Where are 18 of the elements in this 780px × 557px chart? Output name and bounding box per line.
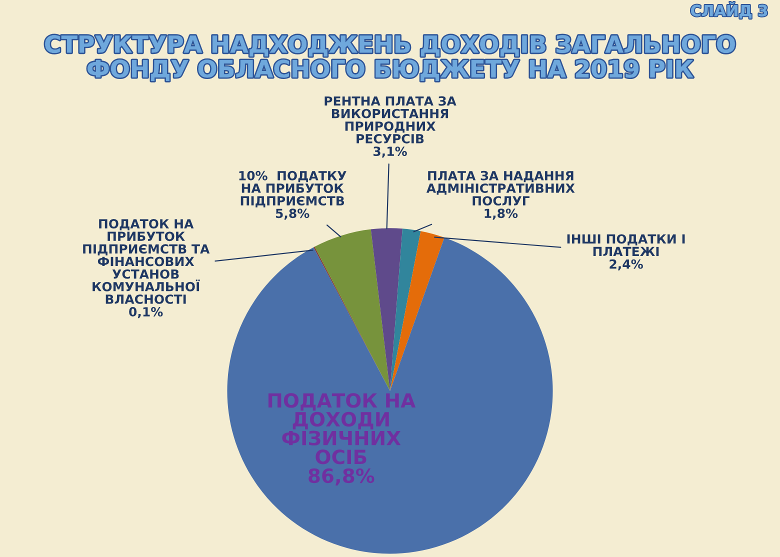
data-label: 86,8% [308, 468, 374, 486]
slice-label: ПОДАТОК НА ПРИБУТОК ПІДПРИЄМСТВ ТА ФІНАНСОВИХ УСТАНОВ КОМУНАЛЬНОЇ ВЛАСНОСТІ [83, 219, 210, 304]
slice-label: ПЛАТА ЗА НАДАННЯ АДМІНІСТРАТИВНИХ ПОСЛУГ [426, 170, 575, 206]
slice-label: РЕНТНА ПЛАТА ЗА ВИКОРИСТАННЯ ПРИРОДНИХ РЕСУРСІВ [324, 96, 456, 144]
slice-label: 10% ПОДАТКУ НА ПРИБУТОК ПІДПРИЄМСТВ [239, 170, 346, 208]
data-label: 0,1% [129, 307, 163, 318]
pie-slice [390, 228, 421, 391]
data-label: 1,8% [484, 208, 518, 220]
pie-slice [227, 238, 553, 554]
text: СЛАЙД 3 [690, 2, 768, 19]
data-label: 3,1% [374, 146, 407, 158]
data-label: 2,4% [610, 259, 643, 270]
pie-slice [390, 231, 444, 391]
data-label: 5,8% [276, 208, 310, 220]
pie-slice [370, 228, 402, 391]
chart-title: СТРУКТУРА НАДХОДЖЕНЬ ДОХОДІВ ЗАГАЛЬНОГО ФОНДУ ОБЛАСНОГО БЮДЖЕТУ НА 2019 РІК [45, 35, 735, 82]
slice-label: ПОДАТОК НА ДОХОДИ ФІЗИЧНИХ ОСІБ [268, 393, 416, 464]
slice-label: ІНШІ ПОДАТКИ І ПЛАТЕЖІ [567, 234, 685, 256]
